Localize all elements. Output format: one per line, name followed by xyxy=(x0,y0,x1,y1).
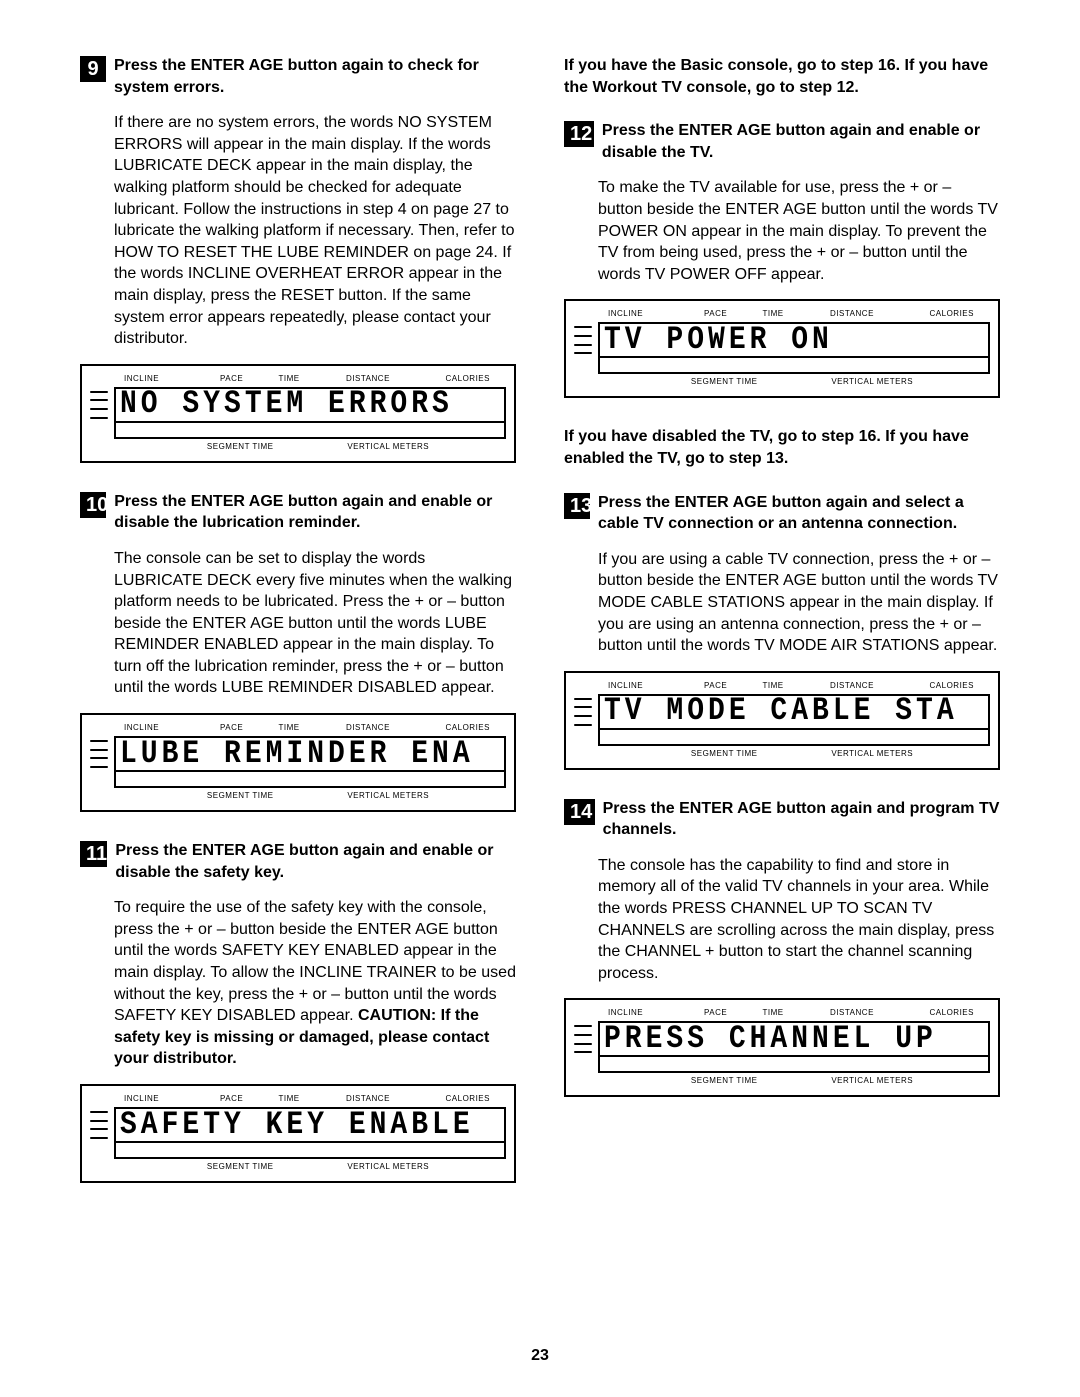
step-10: 10 Press the ENTER AGE button again and … xyxy=(80,491,516,812)
lcd-display: INCLINE PACE TIME DISTANCE CALORIES PRES… xyxy=(564,998,1000,1097)
lcd-label-distance: DISTANCE xyxy=(318,374,418,383)
lcd-text: NO SYSTEM ERRORS xyxy=(120,387,453,423)
two-column-layout: 9 Press the ENTER AGE button again to ch… xyxy=(80,55,1000,1211)
lcd-text: LUBE REMINDER ENA xyxy=(120,736,474,772)
step-title: Press the ENTER AGE button again and sel… xyxy=(598,492,1000,535)
lcd-display: INCLINE PACE TIME DISTANCE CALORIES TV P… xyxy=(564,299,1000,398)
lcd-label-vertical-meters: VERTICAL METERS xyxy=(347,442,429,451)
lcd-display: INCLINE PACE TIME DISTANCE CALORIES NO S… xyxy=(80,364,516,463)
step-body: The console has the capability to find a… xyxy=(598,855,1000,985)
lcd-text: TV MODE CABLE STA xyxy=(604,694,958,730)
lcd-side-icon xyxy=(574,1021,592,1057)
step-number-badge: 9 xyxy=(80,56,106,82)
step-title: Press the ENTER AGE button again and pro… xyxy=(603,798,1000,841)
step-title: Press the ENTER AGE button again and ena… xyxy=(115,840,516,883)
step-number-badge: 10 xyxy=(80,492,106,518)
lcd-label-calories: CALORIES xyxy=(418,374,490,383)
step-14: 14 Press the ENTER AGE button again and … xyxy=(564,798,1000,1098)
step-12: 12 Press the ENTER AGE button again and … xyxy=(564,120,1000,398)
step-9: 9 Press the ENTER AGE button again to ch… xyxy=(80,55,516,463)
step-number-badge: 14 xyxy=(564,799,595,825)
step-13: 13 Press the ENTER AGE button again and … xyxy=(564,492,1000,770)
step-title: Press the ENTER AGE button again and ena… xyxy=(602,120,1000,163)
step-body: The console can be set to display the wo… xyxy=(114,548,516,699)
lcd-side-icon xyxy=(90,1107,108,1143)
lcd-side-icon xyxy=(90,387,108,423)
lcd-display: INCLINE PACE TIME DISTANCE CALORIES TV M… xyxy=(564,671,1000,770)
lcd-side-icon xyxy=(574,322,592,358)
lcd-display: INCLINE PACE TIME DISTANCE CALORIES LUBE… xyxy=(80,713,516,812)
step-body-text: To require the use of the safety key wit… xyxy=(114,899,516,1024)
step-body: If there are no system errors, the words… xyxy=(114,112,516,350)
right-column: If you have the Basic console, go to ste… xyxy=(564,55,1000,1211)
lcd-side-icon xyxy=(90,736,108,772)
lcd-side-icon xyxy=(574,694,592,730)
step-body: To make the TV available for use, press … xyxy=(598,177,1000,285)
step-11: 11 Press the ENTER AGE button again and … xyxy=(80,840,516,1183)
step-title: Press the ENTER AGE button again to chec… xyxy=(114,55,516,98)
step-number-badge: 12 xyxy=(564,121,594,147)
lcd-label-pace: PACE xyxy=(203,374,260,383)
page-number: 23 xyxy=(0,1347,1080,1365)
lcd-text: SAFETY KEY ENABLE xyxy=(120,1107,474,1143)
step-title: Press the ENTER AGE button again and ena… xyxy=(114,491,516,534)
lcd-text: PRESS CHANNEL UP xyxy=(604,1022,937,1058)
step-number-badge: 11 xyxy=(80,841,107,867)
conditional-instruction: If you have disabled the TV, go to step … xyxy=(564,426,1000,469)
step-number-badge: 13 xyxy=(564,493,590,519)
step-body: If you are using a cable TV connection, … xyxy=(598,549,1000,657)
left-column: 9 Press the ENTER AGE button again to ch… xyxy=(80,55,516,1211)
lcd-display: INCLINE PACE TIME DISTANCE CALORIES SAFE… xyxy=(80,1084,516,1183)
step-body: To require the use of the safety key wit… xyxy=(114,897,516,1070)
lcd-label-incline: INCLINE xyxy=(124,374,203,383)
lcd-text: TV POWER ON xyxy=(604,323,833,359)
lcd-label-segment-time: SEGMENT TIME xyxy=(207,442,274,451)
lcd-label-time: TIME xyxy=(260,374,317,383)
conditional-instruction: If you have the Basic console, go to ste… xyxy=(564,55,1000,98)
